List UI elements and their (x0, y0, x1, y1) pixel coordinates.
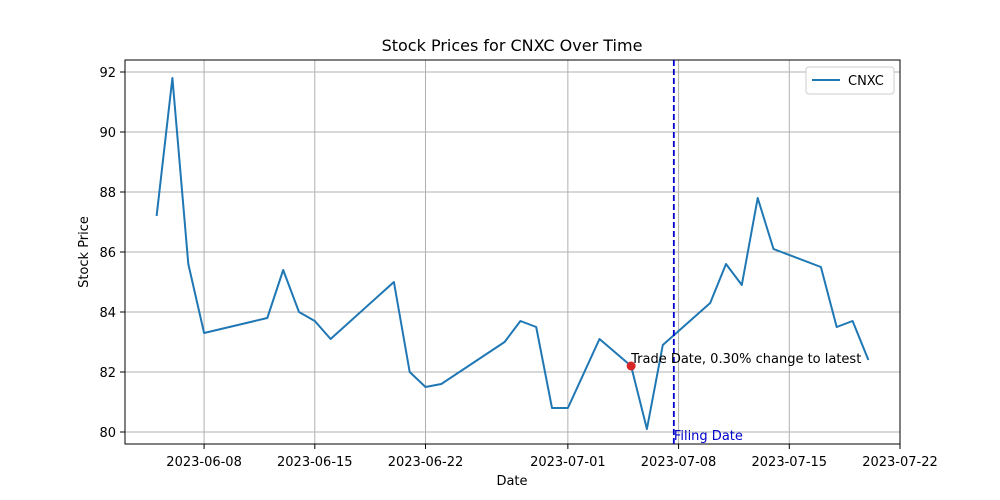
y-tick-label: 84 (99, 306, 116, 321)
annotations-layer: Filing Date Trade Date, 0.30% change to l… (626, 60, 861, 444)
x-tick-label: 2023-07-08 (641, 455, 717, 470)
y-axis-title: Stock Price (77, 216, 92, 288)
y-tick-label: 88 (99, 186, 116, 201)
x-tick-label: 2023-07-15 (752, 455, 828, 470)
y-axis-ticks: 80 82 84 86 88 90 92 (99, 66, 125, 441)
x-tick-label: 2023-06-15 (277, 455, 353, 470)
y-tick-label: 82 (99, 366, 116, 381)
x-tick-label: 2023-06-08 (166, 455, 242, 470)
trade-date-marker (626, 361, 636, 371)
y-tick-label: 90 (99, 126, 116, 141)
x-tick-label: 2023-07-22 (862, 455, 938, 470)
x-axis-ticks: 2023-06-08 2023-06-15 2023-06-22 2023-07-01… (166, 444, 938, 470)
chart-title: Stock Prices for CNXC Over Time (382, 36, 643, 55)
y-tick-label: 80 (99, 426, 116, 441)
series-line-cnxc (155, 77, 870, 430)
legend-box (805, 66, 895, 95)
y-tick-label: 86 (99, 246, 116, 261)
x-tick-label: 2023-07-01 (530, 455, 606, 470)
y-tick-label: 92 (99, 66, 116, 81)
series-layer (155, 77, 870, 430)
filing-date-label: Filing Date (674, 429, 743, 444)
trade-date-label: Trade Date, 0.30% change to latest (630, 352, 861, 367)
legend-label-cnxc: CNXC (848, 74, 884, 89)
x-axis-title: Date (496, 474, 527, 489)
grid-lines (125, 60, 901, 444)
legend: CNXC (805, 66, 895, 95)
x-tick-label: 2023-06-22 (388, 455, 464, 470)
